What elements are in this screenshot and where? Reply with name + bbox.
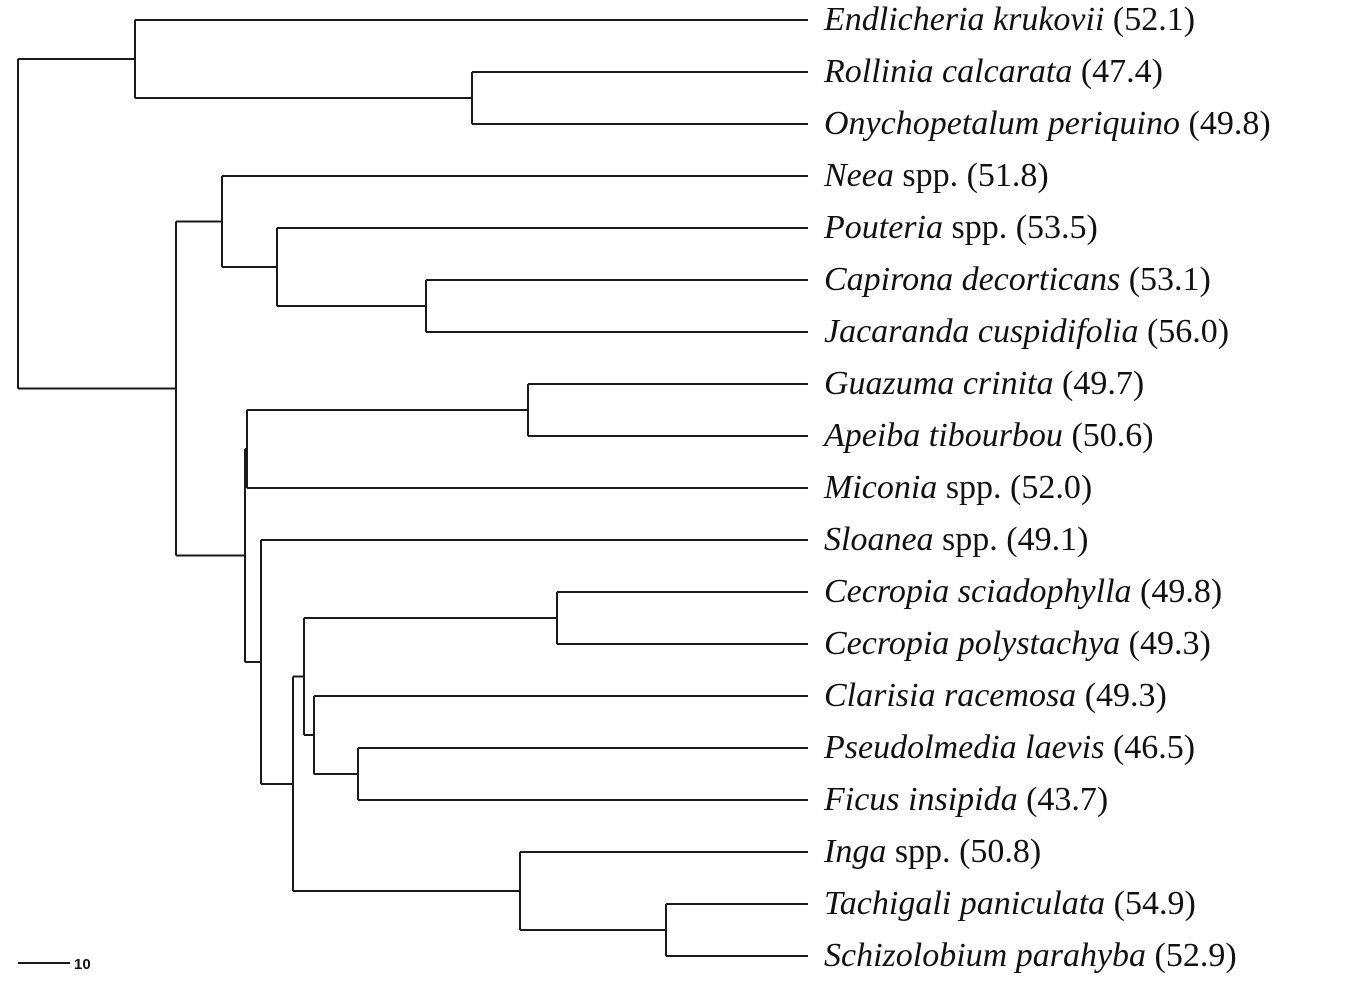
taxon-qualifier: spp. xyxy=(894,157,958,194)
taxon-value: (49.8) xyxy=(1180,105,1271,142)
taxon-name: Pouteria xyxy=(823,209,943,246)
taxon-value: (46.5) xyxy=(1104,729,1195,766)
dendrogram-branches xyxy=(17,19,808,957)
taxon-name: Jacaranda cuspidifolia xyxy=(824,313,1138,350)
taxon-qualifier: spp. xyxy=(937,469,1001,506)
leaf-label-endlicheria: Endlicheria krukovii (52.1) xyxy=(823,1,1195,38)
taxon-name: Pseudolmedia laevis xyxy=(823,729,1104,766)
taxon-value: (52.9) xyxy=(1146,937,1237,974)
taxon-name: Apeiba tibourbou xyxy=(822,417,1063,454)
taxon-value: (51.8) xyxy=(958,157,1049,194)
taxon-name: Cecropia sciadophylla xyxy=(824,573,1132,610)
leaf-label-schizolobium: Schizolobium parahyba (52.9) xyxy=(824,937,1237,974)
scale-bar: 10 xyxy=(18,956,91,973)
leaf-label-pouteria: Pouteria spp. (53.5) xyxy=(823,209,1098,246)
taxon-value: (53.1) xyxy=(1120,261,1211,298)
leaf-label-inga: Inga spp. (50.8) xyxy=(823,833,1041,870)
taxon-value: (49.3) xyxy=(1120,625,1211,662)
taxon-value: (52.0) xyxy=(1002,469,1093,506)
taxon-value: (49.1) xyxy=(998,521,1089,558)
taxon-name: Neea xyxy=(823,157,894,194)
leaf-label-cecropia-polystachya: Cecropia polystachya (49.3) xyxy=(824,625,1211,662)
leaf-label-tachigali: Tachigali paniculata (54.9) xyxy=(824,885,1196,922)
taxon-name: Onychopetalum periquino xyxy=(824,105,1180,142)
taxon-name: Inga xyxy=(823,833,886,870)
taxon-value: (56.0) xyxy=(1138,313,1229,350)
taxon-value: (47.4) xyxy=(1072,53,1163,90)
taxon-value: (49.8) xyxy=(1132,573,1223,610)
leaf-label-clarisia: Clarisia racemosa (49.3) xyxy=(824,677,1167,714)
leaf-label-onychopetalum: Onychopetalum periquino (49.8) xyxy=(824,105,1271,142)
taxon-qualifier: spp. xyxy=(886,833,950,870)
dendrogram-leaf-labels: Endlicheria krukovii (52.1) Rollinia calc… xyxy=(822,1,1271,974)
taxon-value: (50.8) xyxy=(951,833,1042,870)
taxon-name: Sloanea xyxy=(824,521,934,558)
taxon-qualifier: spp. xyxy=(934,521,998,558)
leaf-label-ficus: Ficus insipida (43.7) xyxy=(823,781,1108,818)
leaf-label-rollinia: Rollinia calcarata (47.4) xyxy=(823,53,1163,90)
taxon-value: (43.7) xyxy=(1018,781,1109,818)
taxon-value: (50.6) xyxy=(1063,417,1154,454)
taxon-qualifier: spp. xyxy=(943,209,1007,246)
taxon-name: Ficus insipida xyxy=(823,781,1018,818)
taxon-name: Clarisia racemosa xyxy=(824,677,1076,714)
taxon-value: (53.5) xyxy=(1007,209,1098,246)
taxon-name: Cecropia polystachya xyxy=(824,625,1120,662)
leaf-label-miconia: Miconia spp. (52.0) xyxy=(823,469,1092,506)
leaf-label-cecropia-sciadophylla: Cecropia sciadophylla (49.8) xyxy=(824,573,1222,610)
scale-bar-label: 10 xyxy=(74,956,91,973)
taxon-value: (49.7) xyxy=(1054,365,1145,402)
taxon-value: (54.9) xyxy=(1105,885,1196,922)
leaf-label-neea: Neea spp. (51.8) xyxy=(823,157,1049,194)
leaf-label-apeiba: Apeiba tibourbou (50.6) xyxy=(822,417,1154,454)
taxon-name: Miconia xyxy=(823,469,937,506)
leaf-label-capirona: Capirona decorticans (53.1) xyxy=(824,261,1211,298)
taxon-name: Capirona decorticans xyxy=(824,261,1120,298)
taxon-value: (52.1) xyxy=(1104,1,1195,38)
leaf-label-guazuma: Guazuma crinita (49.7) xyxy=(824,365,1144,402)
taxon-name: Tachigali paniculata xyxy=(824,885,1105,922)
leaf-label-pseudolmedia: Pseudolmedia laevis (46.5) xyxy=(823,729,1195,766)
taxon-name: Rollinia calcarata xyxy=(823,53,1072,90)
leaf-label-sloanea: Sloanea spp. (49.1) xyxy=(824,521,1088,558)
taxon-value: (49.3) xyxy=(1076,677,1167,714)
taxon-name: Endlicheria krukovii xyxy=(823,1,1104,38)
taxon-name: Schizolobium parahyba xyxy=(824,937,1146,974)
taxon-name: Guazuma crinita xyxy=(824,365,1054,402)
leaf-label-jacaranda: Jacaranda cuspidifolia (56.0) xyxy=(824,313,1229,350)
